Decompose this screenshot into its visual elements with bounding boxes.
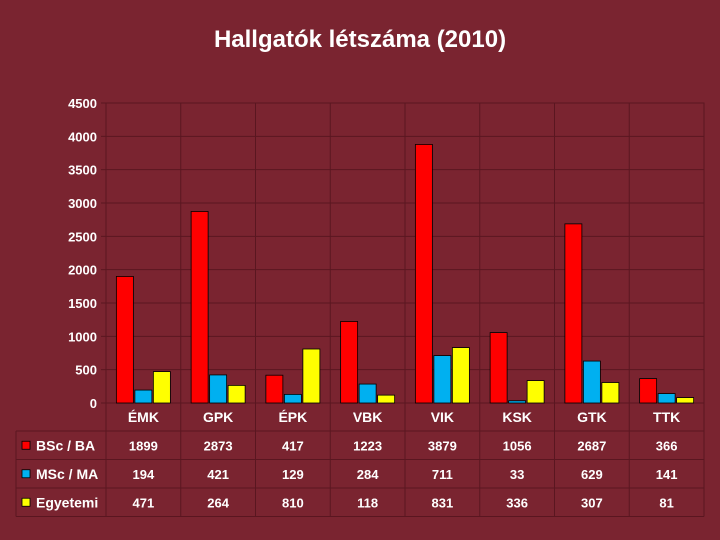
- data-table-cell: 2873: [204, 438, 233, 453]
- legend-label: Egyetemi: [36, 494, 98, 510]
- x-category-label: VBK: [353, 409, 383, 425]
- data-table-cell: 129: [282, 467, 304, 482]
- y-tick-label: 1000: [68, 329, 97, 344]
- bar-3-ÉMK: [152, 371, 171, 404]
- legend-key-2: [21, 469, 31, 479]
- data-table-cell: 81: [659, 495, 673, 510]
- data-table-cell: 307: [581, 495, 603, 510]
- data-table-cell: 471: [133, 495, 155, 510]
- data-table-cell: 264: [207, 495, 229, 510]
- bar-1-GPK: [190, 211, 209, 404]
- data-table-cell: 141: [656, 467, 678, 482]
- data-table-cell: 831: [432, 495, 454, 510]
- bar-2-VBK: [358, 383, 377, 404]
- bar-1-VIK: [414, 143, 433, 404]
- x-category-label: ÉPK: [278, 409, 307, 425]
- bar-1-GTK: [564, 223, 583, 404]
- data-table: ÉMK GPK ÉPK VBK VIK KSK GTK TTK BSc / BA 1899 2873…: [15, 403, 705, 517]
- legend-key-3: [21, 497, 31, 507]
- data-table-cell: 1056: [503, 438, 532, 453]
- bar-3-VBK: [377, 394, 396, 404]
- bar-2-TTK: [657, 393, 676, 404]
- bar-3-VIK: [451, 347, 470, 404]
- data-table-cell: 118: [357, 495, 378, 510]
- y-tick-label: 3000: [68, 196, 97, 211]
- data-table-cell: 33: [510, 467, 524, 482]
- bar-1-TTK: [639, 378, 658, 404]
- data-table-cell: 366: [656, 438, 678, 453]
- bar-1-VBK: [340, 321, 359, 404]
- bars-layer: [115, 143, 695, 404]
- legend-label: MSc / MA: [36, 466, 98, 482]
- y-tick-label: 1500: [68, 296, 97, 311]
- data-table-cell: 421: [207, 467, 229, 482]
- y-tick-label: 500: [75, 363, 97, 378]
- y-tick-label: 0: [90, 396, 97, 411]
- x-category-label: VIK: [431, 409, 454, 425]
- bar-2-ÉPK: [283, 393, 302, 404]
- bar-3-TTK: [676, 397, 695, 404]
- data-table-cell: 711: [432, 467, 453, 482]
- y-tick-label: 3500: [68, 163, 97, 178]
- x-category-label: TTK: [653, 409, 680, 425]
- y-tick-label: 4000: [68, 129, 97, 144]
- y-tick-label: 2500: [68, 229, 97, 244]
- legend-label: BSc / BA: [36, 437, 95, 453]
- data-table-cell: 194: [133, 467, 155, 482]
- data-table-cell: 2687: [577, 438, 606, 453]
- data-table-cell: 629: [581, 467, 603, 482]
- x-category-label: ÉMK: [128, 409, 159, 425]
- y-tick-label: 4500: [68, 96, 97, 111]
- x-category-label: GPK: [203, 409, 233, 425]
- legend-key-1: [21, 440, 31, 450]
- data-table-cell: 810: [282, 495, 304, 510]
- data-table-cell: 1899: [129, 438, 158, 453]
- bar-1-KSK: [489, 332, 508, 404]
- bar-2-ÉMK: [134, 389, 153, 404]
- bar-2-VIK: [433, 355, 452, 404]
- bar-3-GTK: [601, 382, 620, 404]
- bar-2-KSK: [508, 400, 527, 404]
- data-table-cell: 336: [506, 495, 528, 510]
- x-category-label: KSK: [502, 409, 532, 425]
- x-category-label: GTK: [577, 409, 607, 425]
- axis-layer: 0 500 1000 1500 2000 2500 3000 3500 4000 4500: [68, 96, 106, 411]
- data-table-cell: 3879: [428, 438, 457, 453]
- bar-1-ÉMK: [115, 275, 134, 404]
- data-table-cell: 1223: [353, 438, 382, 453]
- bar-2-GTK: [582, 360, 601, 404]
- bar-1-ÉPK: [265, 374, 284, 404]
- bar-3-ÉPK: [302, 348, 321, 404]
- data-table-cell: 284: [357, 467, 379, 482]
- bar-3-GPK: [227, 384, 246, 404]
- chart-title: Hallgatók létszáma (2010): [213, 26, 507, 53]
- bar-3-KSK: [526, 380, 545, 404]
- data-table-cell: 417: [282, 438, 304, 453]
- y-tick-label: 2000: [68, 263, 97, 278]
- bar-2-GPK: [209, 374, 228, 404]
